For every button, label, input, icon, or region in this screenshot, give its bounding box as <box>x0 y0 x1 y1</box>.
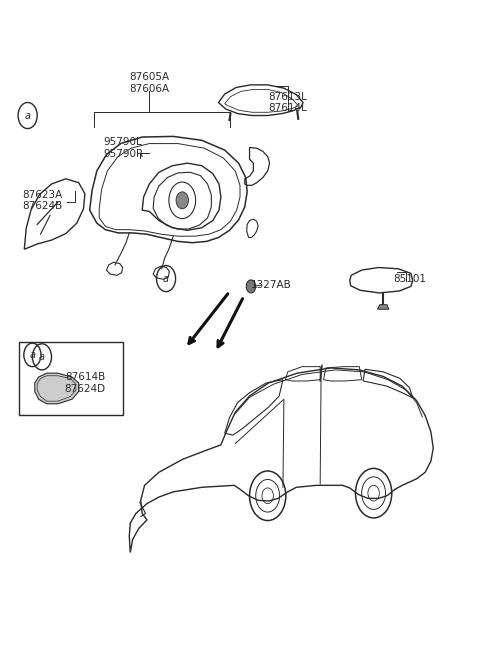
Text: a: a <box>29 350 36 360</box>
Text: 87623A
87624B: 87623A 87624B <box>22 189 62 211</box>
Text: a: a <box>163 274 169 284</box>
Polygon shape <box>377 305 389 309</box>
Text: 1327AB: 1327AB <box>251 280 291 290</box>
Text: a: a <box>39 352 45 362</box>
Text: 87613L
87614L: 87613L 87614L <box>268 92 307 113</box>
Text: 95790L
95790R: 95790L 95790R <box>103 138 143 159</box>
Text: 85101: 85101 <box>393 274 426 284</box>
Circle shape <box>246 280 256 293</box>
Text: a: a <box>24 111 31 121</box>
Text: 87614B
87624D: 87614B 87624D <box>64 372 106 394</box>
FancyBboxPatch shape <box>19 342 123 415</box>
Polygon shape <box>35 373 79 404</box>
Circle shape <box>176 192 189 209</box>
Text: 87605A
87606A: 87605A 87606A <box>129 72 169 94</box>
